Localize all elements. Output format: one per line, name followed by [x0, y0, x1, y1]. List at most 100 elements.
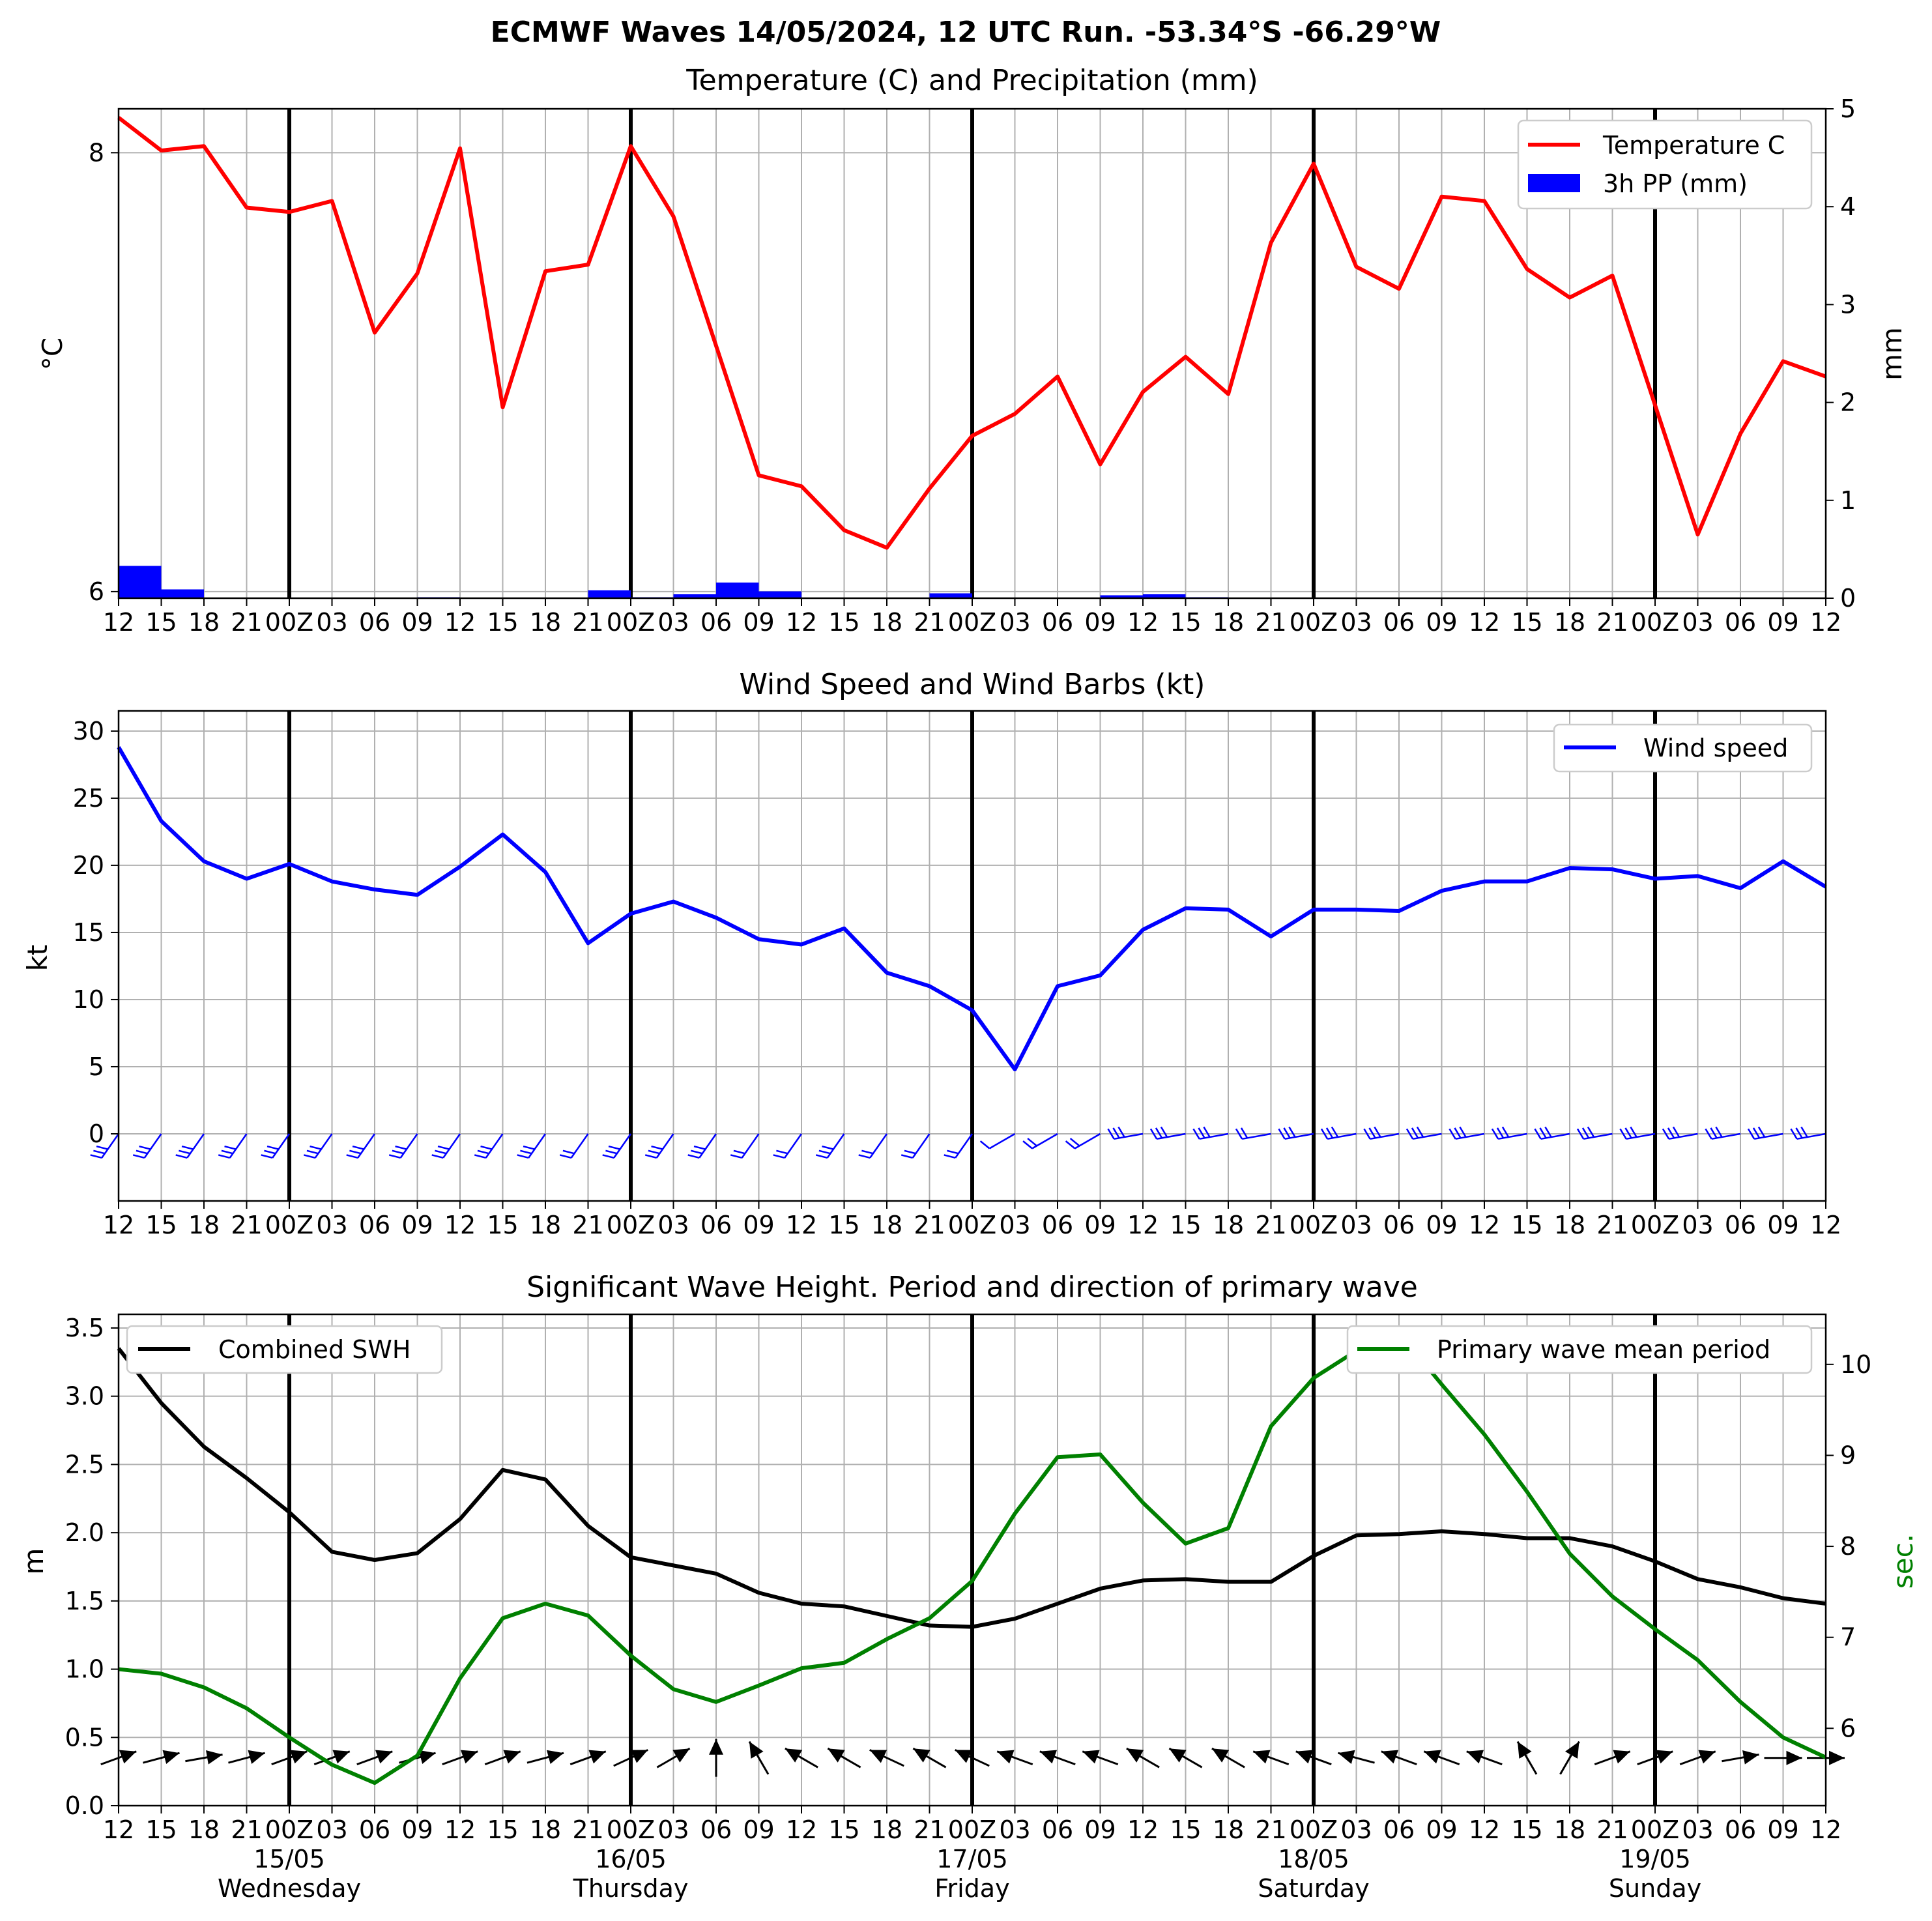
x-tick-label: 03 — [657, 1211, 689, 1239]
wind-barb-feather — [395, 1145, 407, 1150]
x-tick-label: 21 — [1596, 1815, 1628, 1844]
x-tick-label: 06 — [359, 1815, 390, 1844]
wind-barb-feather — [392, 1149, 404, 1155]
wind-barb-feather — [559, 1154, 571, 1159]
x-tick-label: 21 — [572, 1211, 603, 1239]
wave-arrow-head — [1698, 1750, 1716, 1764]
day-date-label: 19/05 — [1619, 1845, 1691, 1873]
wind-barb-feather — [349, 1149, 362, 1155]
wind-barb-staff — [314, 1133, 333, 1159]
x-tick-label: 18 — [871, 1815, 902, 1844]
day-weekday-label: Friday — [934, 1874, 1009, 1903]
y2-tick-label: 6 — [1840, 1714, 1856, 1742]
x-tick-label: 12 — [1127, 1815, 1159, 1844]
wind-barb-feather — [477, 1149, 489, 1155]
y-tick-label: 0.0 — [65, 1791, 104, 1820]
x-tick-label: 21 — [1596, 1211, 1628, 1239]
wind-barb-feather — [1192, 1128, 1200, 1140]
y2-tick-label: 10 — [1840, 1350, 1871, 1379]
wind-barb-feather — [1331, 1126, 1339, 1138]
wind-barb-feather — [517, 1154, 529, 1159]
y2-tick-label: 4 — [1840, 192, 1856, 221]
x-tick-label: 15 — [1170, 1211, 1201, 1239]
precip-bar — [673, 594, 716, 598]
y-tick-label: 6 — [89, 577, 104, 606]
y-tick-label: 3.5 — [65, 1314, 104, 1342]
wind-barb-feather — [1203, 1126, 1211, 1138]
wave-arrow-head — [418, 1750, 436, 1765]
y2-tick-label: 2 — [1840, 388, 1856, 417]
x-tick-label: 12 — [786, 1211, 817, 1239]
wind-barb-feather — [687, 1154, 700, 1159]
day-date-label: 18/05 — [1278, 1845, 1349, 1873]
wind-barb-feather — [1752, 1127, 1761, 1139]
x-tick-label: 12 — [103, 1815, 134, 1844]
wave-arrow-head — [1338, 1750, 1355, 1765]
y2-tick-label: 1 — [1840, 486, 1856, 515]
wave-arrow-head — [1211, 1748, 1230, 1763]
wind-barb-feather — [773, 1154, 785, 1159]
wind-barb-feather — [1624, 1127, 1632, 1139]
y-tick-label: 3.0 — [65, 1382, 104, 1411]
x-tick-label: 12 — [1469, 1211, 1500, 1239]
wind-barb-feather — [1747, 1128, 1755, 1140]
x-tick-label: 00Z — [265, 608, 313, 637]
x-tick-label: 15 — [1511, 1211, 1542, 1239]
day-weekday-label: Thursday — [573, 1874, 689, 1903]
x-tick-label: 03 — [999, 608, 1030, 637]
wind-barb-staff — [912, 1133, 930, 1159]
x-tick-label: 09 — [1084, 1815, 1116, 1844]
wind-barb-staff — [101, 1133, 120, 1159]
x-tick-label: 09 — [401, 1211, 433, 1239]
wind-barb-staff — [399, 1133, 418, 1159]
precip-bar — [161, 589, 204, 598]
wave-arrow-head — [332, 1750, 350, 1764]
wave-arrow-head — [869, 1750, 887, 1763]
x-tick-label: 00Z — [948, 608, 996, 637]
wind-barb-feather — [1160, 1126, 1168, 1138]
wave-arrow-head — [913, 1748, 930, 1763]
wave-arrow-head — [709, 1739, 723, 1755]
wind-barb-staff — [741, 1133, 760, 1159]
wind-barb-staff — [699, 1133, 717, 1159]
wind-barb-feather — [224, 1145, 237, 1150]
panel-title-temperature: Temperature (C) and Precipitation (mm) — [685, 64, 1258, 97]
wind-barb-feather — [1283, 1127, 1291, 1139]
day-date-label: 16/05 — [595, 1845, 667, 1873]
wind-barb-feather — [1705, 1128, 1712, 1140]
wave-arrow-head — [1613, 1750, 1630, 1764]
wave-arrow-head — [749, 1741, 764, 1759]
legend-period: Primary wave mean period — [1346, 1325, 1813, 1374]
x-tick-label: 15 — [828, 1815, 859, 1844]
wind-barb-feather — [1619, 1128, 1627, 1140]
legend-label-swh: Combined SWH — [218, 1335, 411, 1364]
x-tick-label: 06 — [1725, 1211, 1756, 1239]
wind-barb-feather — [306, 1149, 319, 1155]
y-tick-label: 15 — [73, 918, 104, 947]
x-tick-label: 09 — [401, 608, 433, 637]
wind-barb-feather — [947, 1149, 959, 1155]
x-tick-label: 06 — [1042, 1815, 1073, 1844]
x-tick-label: 12 — [444, 1815, 476, 1844]
x-tick-label: 15 — [145, 1211, 177, 1239]
x-tick-label: 06 — [1725, 1815, 1756, 1844]
x-tick-label: 03 — [316, 608, 347, 637]
wind-barb-staff — [656, 1133, 674, 1159]
x-tick-label: 03 — [999, 1211, 1030, 1239]
wind-barb-feather — [1715, 1126, 1723, 1138]
x-tick-label: 12 — [786, 608, 817, 637]
wave-arrow-head — [1655, 1750, 1673, 1764]
wind-barb-staff — [955, 1133, 973, 1159]
wind-barb-feather — [651, 1145, 663, 1150]
x-tick-label: 00Z — [1631, 1211, 1679, 1239]
wind-barb-feather — [1368, 1127, 1376, 1139]
wind-barb-feather — [175, 1154, 188, 1159]
y-tick-label: 10 — [73, 985, 104, 1014]
x-tick-label: 18 — [1554, 1211, 1585, 1239]
precip-bar — [588, 590, 631, 598]
wind-barb-feather — [181, 1145, 194, 1150]
wind-barb-feather — [90, 1154, 102, 1159]
x-tick-label: 09 — [1767, 1211, 1798, 1239]
x-tick-label: 18 — [1554, 608, 1585, 637]
